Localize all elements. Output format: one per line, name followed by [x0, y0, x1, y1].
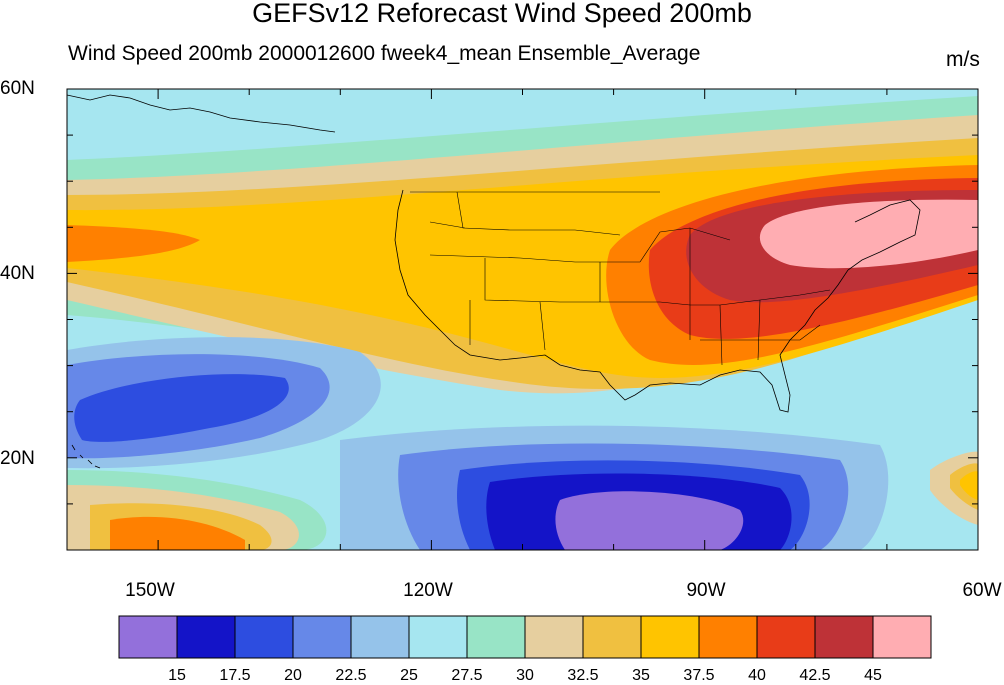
colorbar-level-label: 32.5: [567, 667, 599, 684]
tick-layer: [66, 88, 979, 551]
contour-fill-layer: [67, 89, 978, 550]
colorbar-level-label: 20: [284, 667, 302, 684]
units-label: m/s: [946, 48, 980, 71]
colorbar-swatch: [640, 615, 700, 659]
colorbar-swatch: [118, 615, 178, 659]
colorbar-level-label: 15: [168, 667, 186, 684]
colorbar-swatch: [292, 615, 352, 659]
lon-label-150w: 150W: [125, 580, 175, 601]
colorbar-swatch: [408, 615, 468, 659]
colorbar-swatch: [872, 615, 932, 659]
colorbar-swatch: [176, 615, 236, 659]
colorbar-swatch: [234, 615, 294, 659]
lat-label-20n: 20N: [0, 448, 35, 469]
colorbar-level-label: 27.5: [451, 667, 483, 684]
colorbar-swatch: [582, 615, 642, 659]
colorbar-swatch: [814, 615, 874, 659]
subtitle: Wind Speed 200mb 2000012600 fweek4_mean …: [68, 42, 701, 65]
colorbar-swatch: [756, 615, 816, 659]
colorbar-swatch: [524, 615, 584, 659]
lat-label-60n: 60N: [0, 78, 35, 99]
colorbar-level-label: 30: [516, 667, 534, 684]
colorbar: [118, 615, 932, 659]
state-boundary-layer: [410, 191, 831, 366]
colorbar-level-label: 35: [632, 667, 650, 684]
coastline-layer: [66, 94, 921, 469]
main-title: GEFSv12 Reforecast Wind Speed 200mb: [252, 0, 752, 28]
colorbar-swatch: [466, 615, 526, 659]
colorbar-level-label: 42.5: [799, 667, 831, 684]
lon-label-60w: 60W: [962, 580, 1002, 601]
colorbar-level-label: 25: [400, 667, 418, 684]
colorbar-level-label: 17.5: [219, 667, 251, 684]
colorbar-level-label: 22.5: [335, 667, 367, 684]
colorbar-level-label: 37.5: [683, 667, 715, 684]
colorbar-swatch: [698, 615, 758, 659]
colorbar-level-label: 40: [748, 667, 766, 684]
lon-label-90w: 90W: [686, 580, 726, 601]
colorbar-level-label: 45: [864, 667, 882, 684]
colorbar-swatch: [350, 615, 410, 659]
lat-label-40n: 40N: [0, 263, 35, 284]
lon-label-120w: 120W: [403, 580, 453, 601]
